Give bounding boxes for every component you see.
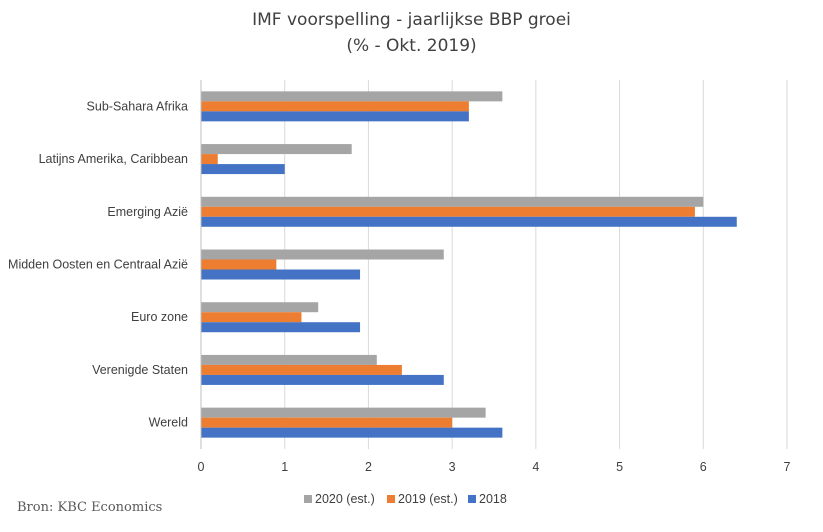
x-tick-label: 5 [616,460,623,474]
bar [201,206,695,217]
bar [201,364,402,375]
legend-swatch [304,495,312,503]
bar [201,154,218,165]
bar [201,417,453,428]
x-tick-label: 3 [449,460,456,474]
x-tick-label: 6 [700,460,707,474]
category-label: Emerging Azië [107,205,188,219]
category-label: Euro zone [131,310,188,324]
legend-swatch [468,495,476,503]
bar [201,111,469,122]
bar [201,216,737,227]
bar [201,374,444,385]
bar [201,101,469,112]
x-tick-label: 4 [532,460,539,474]
category-label: Verenigde Staten [92,363,188,377]
x-tick-label: 0 [198,460,205,474]
bar [201,259,277,270]
legend-label: 2020 (est.) [315,492,375,506]
legend-swatch [387,495,395,503]
legend-label: 2018 [479,492,507,506]
bar [201,91,503,102]
source-note: Bron: KBC Economics [17,500,163,515]
x-tick-label: 2 [365,460,372,474]
bar [201,196,704,207]
bar [201,164,285,175]
chart-subtitle: (% - Okt. 2019) [346,36,477,56]
category-label: Midden Oosten en Centraal Azië [8,258,188,272]
chart-title: IMF voorspelling - jaarlijkse BBP groei [252,10,571,30]
category-label: Sub-Sahara Afrika [87,99,188,113]
bar [201,249,444,260]
category-label: Wereld [149,416,188,430]
legend-label: 2019 (est.) [398,492,458,506]
x-tick-label: 7 [784,460,791,474]
bar [201,427,503,438]
bar [201,354,377,365]
bar [201,312,302,323]
bar [201,269,361,280]
x-tick-label: 1 [281,460,288,474]
category-label: Latijns Amerika, Caribbean [39,152,188,166]
bar [201,302,319,313]
bar [201,407,486,418]
bar [201,322,361,333]
bar [201,144,352,155]
